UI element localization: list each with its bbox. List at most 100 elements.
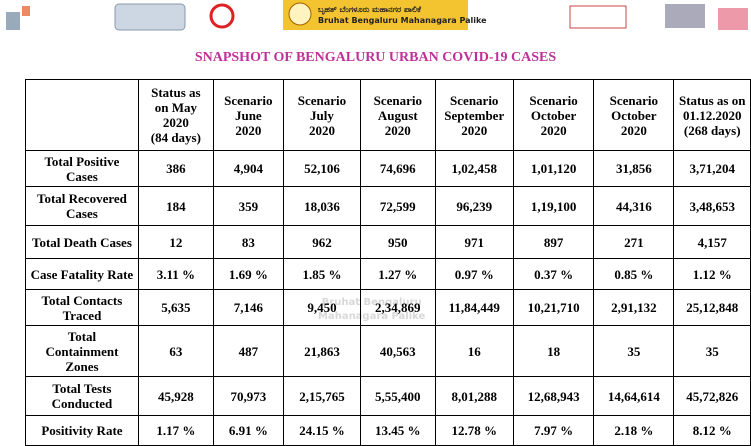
cell: 359: [212, 186, 284, 226]
table-row: Total Death Cases 12 83 962 950 971 897 271 4,15…: [25, 225, 751, 259]
corner-cell: [25, 79, 139, 151]
cell: 3.11 %: [137, 258, 214, 290]
cell: 0.97 %: [434, 258, 514, 290]
cell: 1.12 %: [673, 258, 751, 290]
cell: 31,856: [593, 150, 675, 187]
title: SNAPSHOT OF BENGALURU URBAN COVID-19 CAS…: [194, 50, 557, 65]
cell: 2.18 %: [593, 415, 675, 446]
column-header: Scenario October 2020: [512, 79, 595, 151]
row-label: Total Contacts Traced: [25, 289, 139, 326]
icon-distance: [569, 5, 627, 29]
cell: 12: [137, 225, 214, 259]
cell: 8,01,288: [434, 376, 514, 416]
row-label: Total Tests Conducted: [25, 376, 139, 416]
table-row: Total Recovered Cases 184 359 18,036 72,599 9…: [25, 186, 751, 226]
cell: 6.91 %: [212, 415, 284, 446]
cell: 2,34,869: [360, 289, 436, 326]
cell: 11,84,449: [434, 289, 514, 326]
cell: 271: [593, 225, 675, 259]
cell: 16: [434, 325, 514, 377]
table-row: Total Positive Cases 386 4,904 52,106 74,696…: [25, 150, 751, 187]
icon-mask: [114, 3, 186, 31]
table-row: Positivity Rate 1.17 % 6.91 % 24.15 % 13.45 …: [25, 415, 751, 446]
table-row: Total Containment Zones 63 487 21,863 40,563…: [25, 325, 751, 377]
cell: 4,904: [212, 150, 284, 187]
column-header: Status as on 01.12.2020 (268 days): [673, 79, 751, 151]
cell: 7,146: [212, 289, 284, 326]
table-row: Total Tests Conducted 45,928 70,973 2,15,76…: [25, 376, 751, 416]
cell: 18: [512, 325, 595, 377]
cell: 70,973: [212, 376, 284, 416]
cell: 184: [137, 186, 214, 226]
cell: 386: [137, 150, 214, 187]
column-header: Scenario October 2020: [593, 79, 675, 151]
cell: 13.45 %: [360, 415, 436, 446]
cell: 72,599: [360, 186, 436, 226]
logo-english: Bruhat Bengaluru Mahanagara Palike: [318, 16, 487, 25]
cell: 1.85 %: [282, 258, 362, 290]
logo-emblem: [288, 2, 312, 26]
cell: 2,15,765: [282, 376, 362, 416]
cell: 63: [137, 325, 214, 377]
cell: 3,48,653: [673, 186, 751, 226]
icon-handwash: [718, 8, 748, 30]
cell: 2,91,132: [593, 289, 675, 326]
cell: 14,64,614: [593, 376, 675, 416]
cell: 45,928: [137, 376, 214, 416]
cell: 8.12 %: [673, 415, 751, 446]
icon-no-virus: [209, 3, 235, 29]
cell: 4,157: [673, 225, 751, 259]
column-header: Scenario August 2020: [360, 79, 436, 151]
cell: 10,21,710: [512, 289, 595, 326]
cell: 7.97 %: [512, 415, 595, 446]
row-label: Total Positive Cases: [25, 150, 139, 187]
cell: 44,316: [593, 186, 675, 226]
cell: 0.85 %: [593, 258, 675, 290]
cell: 0.37 %: [512, 258, 595, 290]
table-row: Case Fatality Rate 3.11 % 1.69 % 1.85 % 1.27…: [25, 258, 751, 290]
row-label: Total Recovered Cases: [25, 186, 139, 226]
logo-kannada: ಬೃಹತ್ ಬೆಂಗಳೂರು ಮಹಾನಗರ ಪಾಲಿಕೆ: [318, 5, 421, 14]
row-label: Total Containment Zones: [25, 325, 139, 377]
cell: 487: [212, 325, 284, 377]
cell: 35: [593, 325, 675, 377]
cell: 12,68,943: [512, 376, 595, 416]
cell: 40,563: [360, 325, 436, 377]
cell: 18,036: [282, 186, 362, 226]
column-header: Scenario June 2020: [212, 79, 284, 151]
row-label: Case Fatality Rate: [25, 258, 139, 290]
cell: 1.27 %: [360, 258, 436, 290]
data-table: Status as on May 2020 (84 days) Scenario …: [25, 79, 751, 446]
row-label: Positivity Rate: [25, 415, 139, 446]
cell: 1.69 %: [212, 258, 284, 290]
cell: 24.15 %: [282, 415, 362, 446]
cell: 35: [673, 325, 751, 377]
banner: [6, 0, 748, 31]
cell: 1,02,458: [434, 150, 514, 187]
icon-drop: [22, 6, 30, 16]
cell: 5,55,400: [360, 376, 436, 416]
row-label: Total Death Cases: [25, 225, 139, 259]
cell: 5,635: [137, 289, 214, 326]
cell: 12.78 %: [434, 415, 514, 446]
table-row: Total Contacts Traced 5,635 7,146 9,450 2,34…: [25, 289, 751, 326]
cell: 1.17 %: [137, 415, 214, 446]
cell: 971: [434, 225, 514, 259]
cell: 45,72,826: [673, 376, 751, 416]
cell: 25,12,848: [673, 289, 751, 326]
column-header: Scenario July 2020: [282, 79, 362, 151]
cell: 74,696: [360, 150, 436, 187]
logo-text: ಬೃಹತ್ ಬೆಂಗಳೂರು ಮಹಾನಗರ ಪಾಲಿಕೆ Bruhat Beng…: [318, 4, 487, 26]
icon-sanitizer: [6, 12, 20, 30]
cell: 962: [282, 225, 362, 259]
icon-gloves: [665, 4, 705, 28]
cell: 897: [512, 225, 595, 259]
cell: 21,863: [282, 325, 362, 377]
column-header: Scenario September 2020: [434, 79, 514, 151]
cell: 83: [212, 225, 284, 259]
cell: 3,71,204: [673, 150, 751, 187]
cell: 1,19,100: [512, 186, 595, 226]
column-header: Status as on May 2020 (84 days): [137, 79, 214, 151]
header-row: Status as on May 2020 (84 days) Scenario …: [25, 79, 751, 151]
